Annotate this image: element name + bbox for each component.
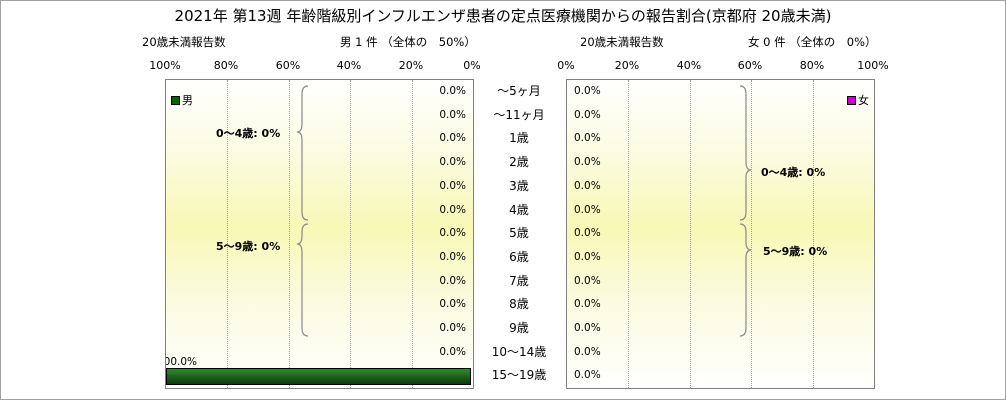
left-tick-100: 100%: [149, 59, 181, 72]
male-data-label: 0.0%: [439, 132, 466, 145]
female-data-label: 0.0%: [574, 250, 601, 263]
gridline: [289, 80, 290, 388]
left-tick-80: 80%: [213, 59, 239, 72]
category-label: 6歳: [509, 249, 529, 264]
female-data-label: 0.0%: [574, 203, 601, 216]
left-tick-40: 40%: [336, 59, 362, 72]
female-legend-label: 女: [858, 94, 869, 107]
gridline: [813, 80, 814, 388]
female-plot-area: 女 0.0% 0.0% 0.0% 0.0% 0.0% 0.0% 0.0% 0.0% 0.0% 0.…: [566, 79, 875, 389]
category-label: ～11ヶ月: [493, 107, 545, 122]
male-data-label: 0.0%: [439, 274, 466, 287]
right-brace-label-5-9: 5～9歳: 0%: [763, 245, 828, 258]
female-data-label: 0.0%: [574, 227, 601, 240]
male-data-label: 0.0%: [439, 156, 466, 169]
male-legend-label: 男: [182, 94, 193, 107]
gridline: [412, 80, 413, 388]
category-label: ～5ヶ月: [497, 84, 541, 98]
female-data-label: 0.0%: [574, 322, 601, 334]
category-label: 2歳: [509, 155, 529, 170]
category-label: 15～19歳: [491, 368, 547, 383]
right-brace-label-0-4: 0～4歳: 0%: [761, 166, 826, 179]
left-subtitle-male-total: 男 1 件 （全体の 50%）: [340, 35, 476, 49]
left-brace-label-0-4: 0～4歳: 0%: [216, 127, 281, 140]
right-tick-60: 60%: [737, 59, 763, 72]
left-subtitle-count-label: 20歳未満報告数: [142, 35, 226, 49]
right-tick-0: 0%: [557, 59, 575, 72]
female-data-label: 0.0%: [574, 179, 601, 192]
category-label: 7歳: [509, 273, 529, 288]
right-brace-5-9: [739, 223, 752, 337]
right-tick-80: 80%: [799, 59, 825, 72]
male-legend: 男: [171, 92, 193, 108]
category-label: 9歳: [509, 321, 529, 335]
category-label: 4歳: [509, 202, 529, 217]
male-data-label: 0.0%: [439, 250, 466, 263]
chart-title: 2021年 第13週 年齢階級別インフルエンザ患者の定点医療機関からの報告割合(…: [174, 7, 832, 25]
male-data-label: 0.0%: [439, 322, 466, 334]
gridline: [227, 80, 228, 388]
male-data-label: 0.0%: [439, 227, 466, 240]
left-brace-0-4: [296, 85, 309, 221]
category-label: 8歳: [509, 297, 529, 312]
right-brace-0-4: [739, 85, 752, 221]
male-bar: [166, 368, 471, 386]
female-legend: 女: [847, 92, 869, 108]
male-plot-area: 男 0.0% 0.0% 0.0% 0.0% 0.0% 0.0% 0.0% 0.0% 0.0% 0.…: [165, 79, 474, 389]
gridline: [628, 80, 629, 388]
category-label: 5歳: [509, 226, 529, 241]
left-brace-5-9: [296, 223, 309, 337]
gridline: [751, 80, 752, 388]
left-tick-60: 60%: [275, 59, 301, 72]
category-label: 1歳: [509, 131, 529, 146]
female-data-label: 0.0%: [574, 132, 601, 145]
gridline: [350, 80, 351, 388]
female-data-label: 0.0%: [574, 85, 601, 97]
right-tick-20: 20%: [614, 59, 640, 72]
female-data-label: 0.0%: [574, 108, 601, 121]
male-data-label: 100.0%: [165, 356, 198, 369]
category-label: 10～14歳: [491, 344, 547, 359]
male-data-label: 0.0%: [439, 203, 466, 216]
left-brace-label-5-9: 5～9歳: 0%: [216, 240, 281, 253]
male-data-label: 0.0%: [439, 298, 466, 311]
female-data-label: 0.0%: [574, 345, 601, 358]
male-data-label: 0.0%: [439, 108, 466, 121]
right-subtitle-count-label: 20歳未満報告数: [580, 35, 664, 49]
left-tick-0: 0%: [463, 59, 481, 72]
female-data-label: 0.0%: [574, 298, 601, 311]
category-label: 3歳: [509, 178, 529, 193]
male-data-label: 0.0%: [439, 179, 466, 192]
female-data-label: 0.0%: [574, 156, 601, 169]
right-tick-40: 40%: [676, 59, 702, 72]
gridline: [690, 80, 691, 388]
female-legend-swatch: [847, 95, 856, 105]
male-legend-swatch: [171, 95, 180, 105]
right-subtitle-female-total: 女 0 件 （全体の 0%）: [748, 35, 877, 49]
male-data-label: 0.0%: [439, 345, 466, 358]
left-tick-20: 20%: [398, 59, 424, 72]
female-data-label: 0.0%: [574, 369, 601, 382]
male-data-label: 0.0%: [439, 85, 466, 97]
female-data-label: 0.0%: [574, 274, 601, 287]
right-tick-100: 100%: [857, 59, 889, 72]
